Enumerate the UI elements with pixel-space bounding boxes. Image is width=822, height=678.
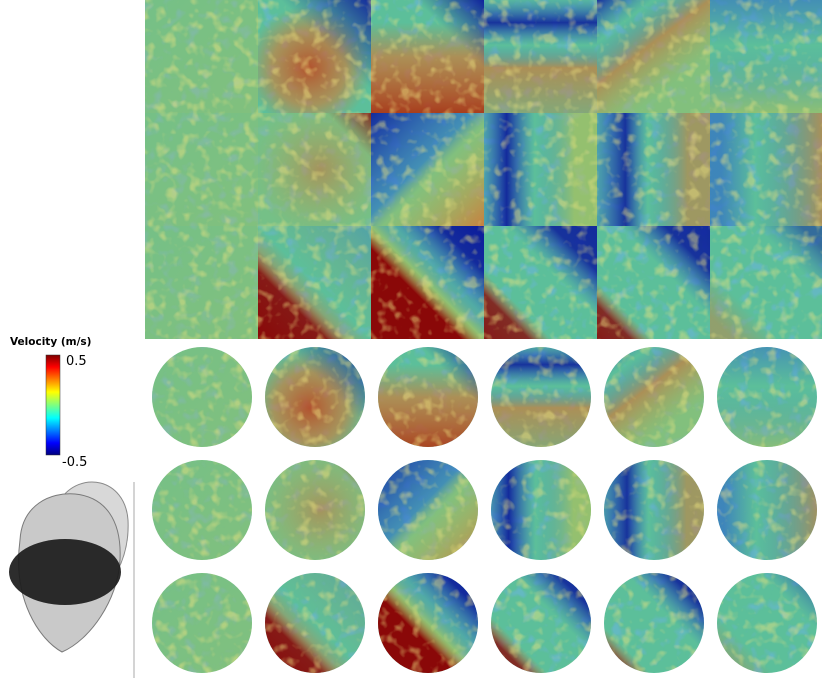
texture: [265, 573, 365, 673]
texture: [491, 573, 591, 673]
texture: [491, 347, 591, 447]
circular-map: [717, 573, 817, 673]
square-map: [145, 113, 258, 226]
square-map: [371, 0, 484, 113]
texture: [710, 226, 822, 339]
square-map: [484, 0, 597, 113]
texture: [717, 460, 817, 560]
circular-map: [491, 573, 591, 673]
square-map: [258, 113, 371, 226]
texture: [484, 113, 597, 226]
texture: [484, 226, 597, 339]
velocity-maps: [145, 0, 822, 673]
texture: [597, 113, 710, 226]
square-map: [710, 113, 822, 226]
texture: [484, 0, 597, 113]
square-map: [597, 0, 710, 113]
texture: [597, 226, 710, 339]
texture: [258, 226, 371, 339]
circular-map: [152, 573, 252, 673]
texture: [604, 460, 704, 560]
circular-map: [378, 347, 478, 447]
circular-map: [152, 460, 252, 560]
colorbar-title: Velocity (m/s): [10, 336, 91, 348]
texture: [378, 347, 478, 447]
circular-map: [491, 460, 591, 560]
texture: [145, 226, 258, 339]
circular-map: [491, 347, 591, 447]
square-map: [710, 0, 822, 113]
circular-map: [378, 460, 478, 560]
texture: [152, 460, 252, 560]
texture: [378, 573, 478, 673]
texture: [371, 0, 484, 113]
circular-map: [717, 347, 817, 447]
square-map: [597, 113, 710, 226]
texture: [717, 573, 817, 673]
colorbar-min-label: -0.5: [62, 455, 87, 470]
circular-map: [152, 347, 252, 447]
colorbar-max-label: 0.5: [66, 354, 87, 369]
circular-map: [717, 460, 817, 560]
texture: [604, 347, 704, 447]
square-map: [371, 226, 484, 339]
square-map: [710, 226, 822, 339]
square-map: [371, 113, 484, 226]
square-map: [145, 0, 258, 113]
texture: [145, 113, 258, 226]
circular-map: [265, 460, 365, 560]
circular-map: [265, 347, 365, 447]
texture: [597, 0, 710, 113]
texture: [258, 0, 371, 113]
texture: [265, 347, 365, 447]
square-map: [258, 226, 371, 339]
circular-map: [265, 573, 365, 673]
geometry-icon: [9, 481, 135, 678]
texture: [491, 460, 591, 560]
texture: [604, 573, 704, 673]
texture: [371, 226, 484, 339]
square-map: [484, 226, 597, 339]
texture: [265, 460, 365, 560]
texture: [152, 573, 252, 673]
texture: [710, 0, 822, 113]
texture: [710, 113, 822, 226]
texture: [378, 460, 478, 560]
square-map: [145, 226, 258, 339]
texture: [717, 347, 817, 447]
circular-map: [378, 573, 478, 673]
square-map: [597, 226, 710, 339]
circular-map: [604, 460, 704, 560]
square-map: [258, 0, 371, 113]
texture: [371, 113, 484, 226]
texture: [258, 113, 371, 226]
colorbar: [45, 354, 61, 456]
texture: [152, 347, 252, 447]
circular-map: [604, 573, 704, 673]
circular-map: [604, 347, 704, 447]
texture: [145, 0, 258, 113]
square-map: [484, 113, 597, 226]
